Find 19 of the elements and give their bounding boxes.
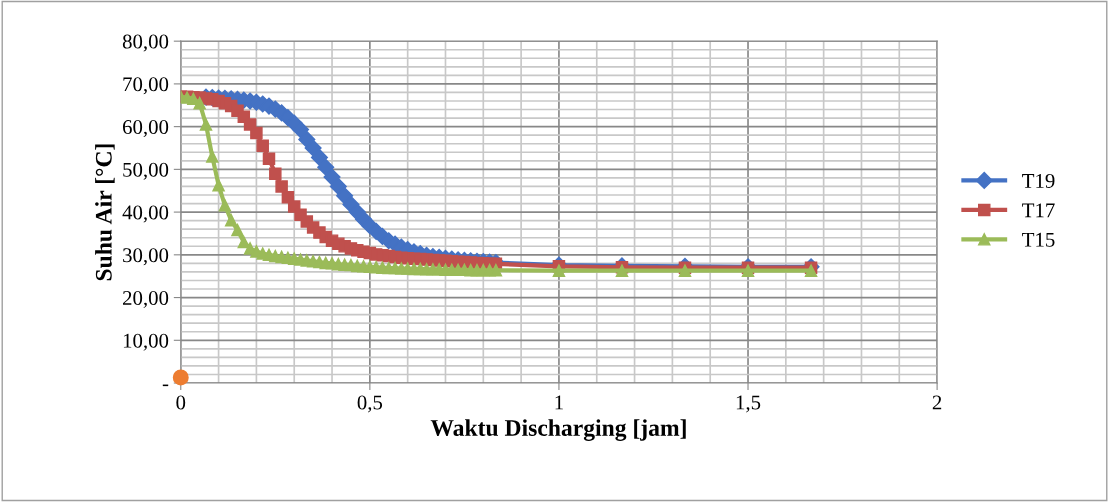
y-tick-label: 50,00: [123, 162, 169, 180]
y-tick-label: 20,00: [123, 290, 169, 308]
x-axis-title: Waktu Discharging [jam]: [430, 419, 686, 441]
legend-label: T19: [1022, 173, 1055, 188]
x-tick-label: 0: [176, 395, 186, 410]
y-tick-label: 10,00: [123, 333, 169, 351]
x-tick-label: 0,5: [357, 395, 383, 413]
y-tick-label: 40,00: [122, 205, 169, 223]
y-tick-label: 80,00: [122, 34, 169, 52]
y-axis-title: Suhu Air [°C]: [95, 144, 115, 281]
x-tick-label: 2: [932, 395, 942, 410]
x-tick-label: 1,5: [736, 395, 761, 413]
legend-label: T15: [1022, 232, 1055, 247]
legend-label: T17: [1022, 203, 1055, 218]
y-tick-label: 30,00: [123, 248, 169, 266]
y-tick-label: -: [162, 384, 169, 387]
x-tick-label: 1: [555, 395, 563, 410]
y-tick-label: 60,00: [122, 120, 169, 138]
y-tick-label: 70,00: [123, 77, 169, 95]
